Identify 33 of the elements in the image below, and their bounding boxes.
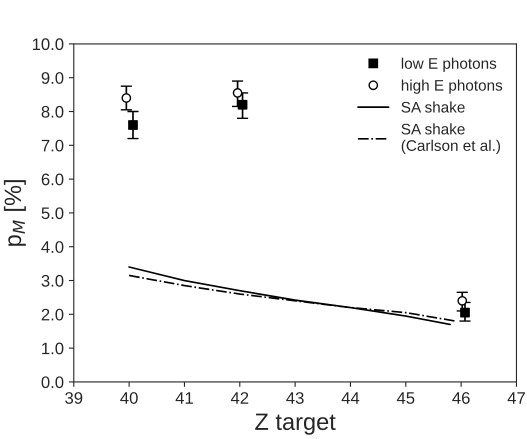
legend-label: low E photons [402, 58, 496, 72]
y-tick-label: 8.0 [42, 106, 64, 118]
point [457, 296, 468, 306]
y-tick-label: 7.0 [42, 140, 64, 152]
x-tick-label: 42 [230, 392, 248, 404]
x-tick-label: 41 [176, 392, 193, 404]
x-tick-label: 45 [396, 392, 414, 404]
y-tick-label: 9.0 [42, 72, 64, 84]
y-tick-label: 10.0 [32, 38, 64, 50]
x-tick-label: 39 [65, 392, 82, 404]
x-tick-label: 40 [120, 392, 138, 404]
x-tick-label: 43 [286, 392, 304, 404]
point [460, 308, 470, 318]
y-tick-label: 4.0 [41, 241, 64, 253]
point [121, 93, 132, 103]
point [232, 88, 242, 98]
line-series [128, 266, 451, 326]
y-axis-title: p$_{M}$ [%] [4, 180, 26, 246]
y-tick-label: 2.0 [42, 308, 64, 321]
y-tick-label: 6.0 [42, 174, 64, 186]
x-tick-label: 46 [452, 392, 470, 404]
x-tick-label: 44 [342, 392, 360, 404]
y-tick-label: 3.0 [42, 274, 64, 287]
legend-label: high E photons [402, 80, 502, 94]
point [128, 120, 138, 130]
y-tick-label: 5.0 [42, 207, 64, 220]
y-tick-label: 1.0 [42, 342, 64, 354]
legend-label: SA shake [401, 101, 465, 113]
x-axis-title: Z target [255, 414, 336, 435]
y-tick-label: 0.0 [42, 376, 64, 388]
point [238, 100, 248, 110]
legend-label: SA shake (Carlson et al.) [401, 123, 500, 154]
x-tick-label: 47 [508, 392, 525, 404]
